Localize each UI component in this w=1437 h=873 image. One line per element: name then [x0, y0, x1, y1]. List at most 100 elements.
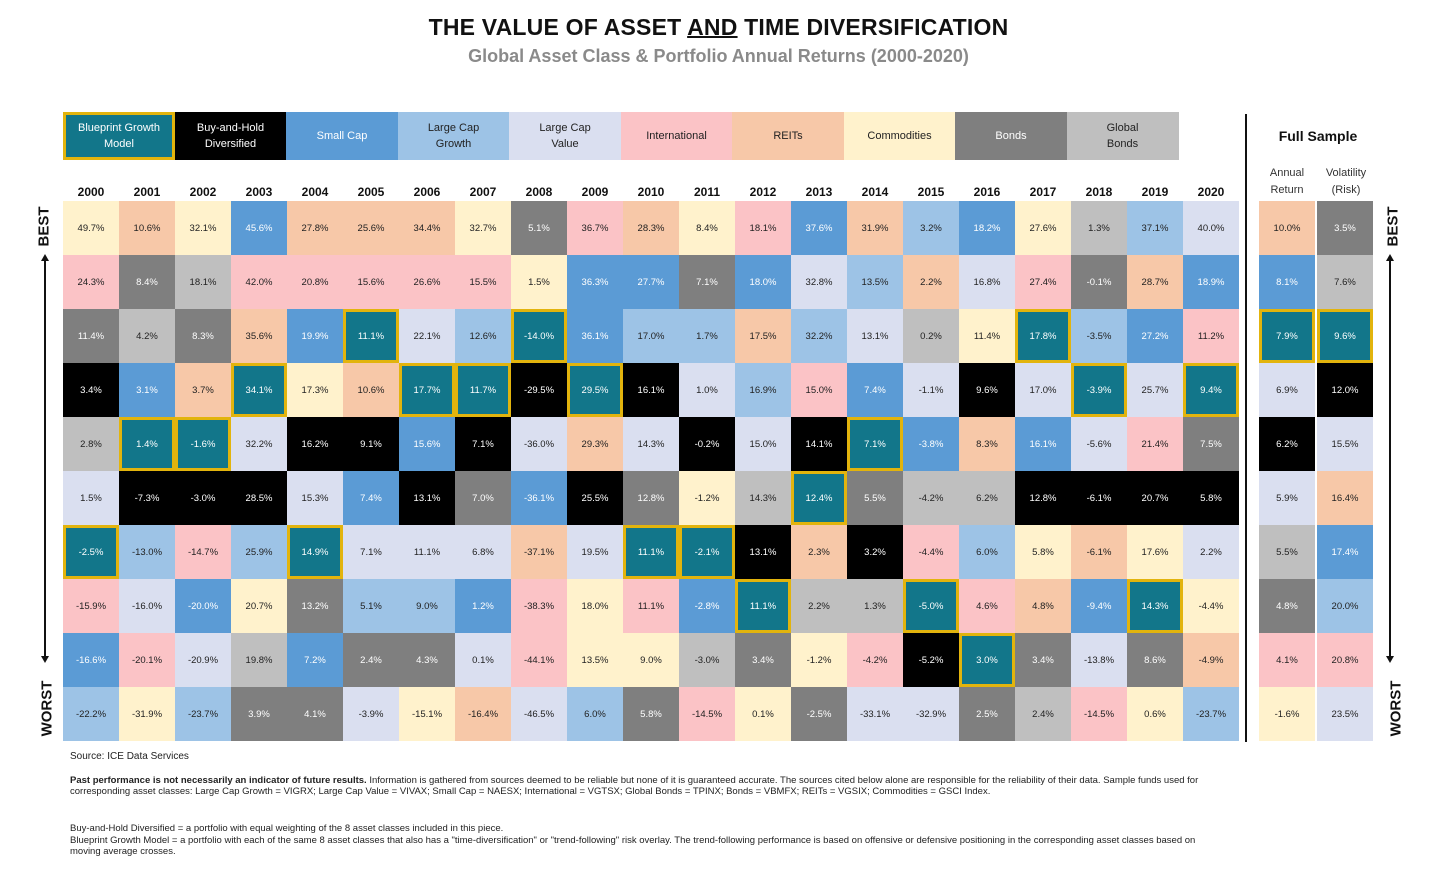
return-cell: 7.5% — [1183, 417, 1239, 471]
return-cell: 11.2% — [1183, 309, 1239, 363]
return-cell: 18.1% — [175, 255, 231, 309]
return-cell: 14.3% — [1127, 579, 1183, 633]
return-cell: -16.0% — [119, 579, 175, 633]
return-cell: -4.9% — [1183, 633, 1239, 687]
legend-item-bp: Blueprint Growth Model — [63, 112, 175, 160]
return-cell: 34.1% — [231, 363, 287, 417]
return-cell: 8.4% — [119, 255, 175, 309]
return-cell: -3.8% — [903, 417, 959, 471]
return-cell: 13.1% — [847, 309, 903, 363]
return-cell: 11.1% — [623, 579, 679, 633]
return-cell: 4.1% — [287, 687, 343, 741]
return-cell: -4.4% — [903, 525, 959, 579]
return-cell: 4.3% — [399, 633, 455, 687]
return-cell: -2.1% — [679, 525, 735, 579]
return-cell: -36.0% — [511, 417, 567, 471]
return-cell: 32.2% — [231, 417, 287, 471]
return-cell: 3.1% — [119, 363, 175, 417]
return-cell: 8.3% — [959, 417, 1015, 471]
annual-return-cell: -1.6% — [1259, 687, 1315, 741]
worst-label-right: WORST — [1387, 680, 1405, 737]
return-cell: 8.4% — [679, 201, 735, 255]
return-cell: 10.6% — [119, 201, 175, 255]
return-cell: 25.6% — [343, 201, 399, 255]
return-cell: 3.0% — [959, 633, 1015, 687]
return-cell: 8.6% — [1127, 633, 1183, 687]
return-cell: -23.7% — [1183, 687, 1239, 741]
return-cell: -13.0% — [119, 525, 175, 579]
return-cell: 32.2% — [791, 309, 847, 363]
return-cell: 29.3% — [567, 417, 623, 471]
year-label: 2013 — [805, 185, 833, 199]
arrow-up-icon — [41, 254, 49, 261]
legend-item-in: International — [620, 112, 733, 160]
return-cell: -2.5% — [63, 525, 119, 579]
return-cell: 6.8% — [455, 525, 511, 579]
return-cell: 28.7% — [1127, 255, 1183, 309]
year-label: 2020 — [1197, 185, 1225, 199]
return-cell: 9.0% — [399, 579, 455, 633]
return-cell: -37.1% — [511, 525, 567, 579]
return-cell: 1.3% — [1071, 201, 1127, 255]
return-cell: 9.4% — [1183, 363, 1239, 417]
volatility-cell: 15.5% — [1317, 417, 1373, 471]
disclaimer: Past performance is not necessarily an i… — [70, 775, 1199, 797]
return-cell: 11.1% — [343, 309, 399, 363]
return-cell: 17.6% — [1127, 525, 1183, 579]
return-cell: 5.5% — [847, 471, 903, 525]
return-cell: 4.8% — [1015, 579, 1071, 633]
return-cell: 14.3% — [623, 417, 679, 471]
return-cell: 20.7% — [1127, 471, 1183, 525]
return-cell: -15.9% — [63, 579, 119, 633]
return-cell: 28.5% — [231, 471, 287, 525]
return-cell: -3.5% — [1071, 309, 1127, 363]
return-cell: 17.7% — [399, 363, 455, 417]
return-cell: 17.0% — [623, 309, 679, 363]
return-cell: 27.8% — [287, 201, 343, 255]
return-cell: 14.9% — [287, 525, 343, 579]
best-label-right: BEST — [1384, 206, 1402, 247]
return-cell: 34.4% — [399, 201, 455, 255]
annual-return-cell: 4.1% — [1259, 633, 1315, 687]
return-cell: 49.7% — [63, 201, 119, 255]
return-cell: 11.7% — [455, 363, 511, 417]
return-cell: 12.4% — [791, 471, 847, 525]
return-cell: -14.7% — [175, 525, 231, 579]
return-cell: 24.3% — [63, 255, 119, 309]
return-cell: 8.3% — [175, 309, 231, 363]
return-cell: 1.2% — [455, 579, 511, 633]
worst-label-left: WORST — [38, 680, 56, 737]
return-cell: -2.5% — [791, 687, 847, 741]
return-cell: -16.6% — [63, 633, 119, 687]
arrow-up-icon — [1386, 254, 1394, 261]
annual-return-cell: 6.9% — [1259, 363, 1315, 417]
return-cell: 1.7% — [679, 309, 735, 363]
annual-return-cell: 5.9% — [1259, 471, 1315, 525]
return-cell: 7.1% — [847, 417, 903, 471]
volatility-cell: 23.5% — [1317, 687, 1373, 741]
return-cell: 11.1% — [399, 525, 455, 579]
return-cell: 7.1% — [455, 417, 511, 471]
return-cell: 29.5% — [567, 363, 623, 417]
return-cell: -29.5% — [511, 363, 567, 417]
year-label: 2016 — [973, 185, 1001, 199]
return-cell: 16.1% — [623, 363, 679, 417]
legend-item-co: Commodities — [843, 112, 956, 160]
return-cell: -33.1% — [847, 687, 903, 741]
return-cell: 3.4% — [63, 363, 119, 417]
return-cell: 9.0% — [623, 633, 679, 687]
return-cell: -13.8% — [1071, 633, 1127, 687]
return-cell: -6.1% — [1071, 471, 1127, 525]
return-cell: 11.4% — [63, 309, 119, 363]
return-cell: 0.6% — [1127, 687, 1183, 741]
return-cell: 12.8% — [1015, 471, 1071, 525]
return-cell: -31.9% — [119, 687, 175, 741]
return-cell: -20.9% — [175, 633, 231, 687]
return-cell: -32.9% — [903, 687, 959, 741]
return-cell: -1.2% — [791, 633, 847, 687]
return-cell: 5.8% — [1183, 471, 1239, 525]
year-label: 2000 — [77, 185, 105, 199]
return-cell: 16.1% — [1015, 417, 1071, 471]
return-cell: -20.1% — [119, 633, 175, 687]
return-cell: -4.2% — [847, 633, 903, 687]
